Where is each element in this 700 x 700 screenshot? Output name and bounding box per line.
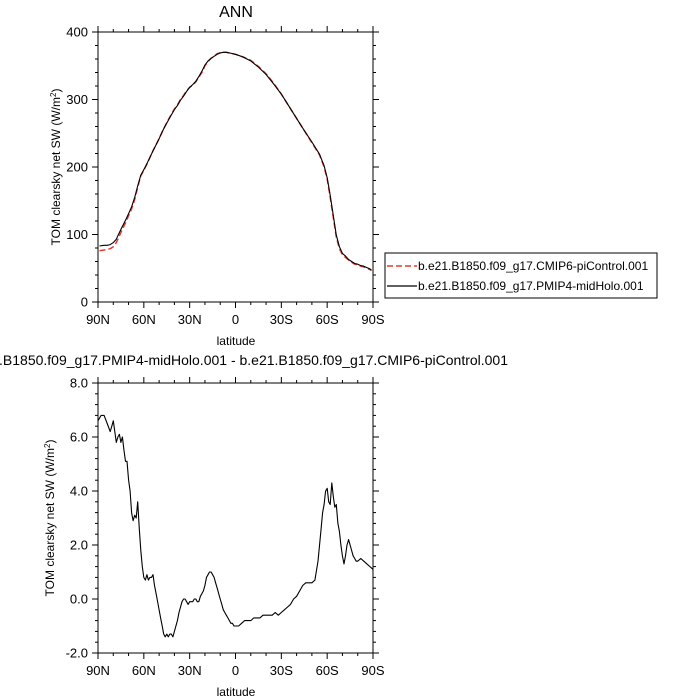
legend-label-midholo: b.e21.B1850.f09_g17.PMIP4-midHolo.001 (418, 279, 644, 293)
chart-top-series-line-0 (99, 51, 372, 271)
chart-bottom-ytick-label: 4.0 (70, 484, 88, 499)
chart-top-ytick-label: 400 (66, 25, 88, 40)
chart-bottom-frame (97, 382, 374, 654)
chart-bottom-xtick-label: 90N (86, 663, 110, 678)
chart-bottom-xtick-label: 30S (270, 663, 293, 678)
chart-top-xtick-label: 60N (132, 312, 156, 327)
chart-top: ANN 90N 60N 30N 0 30S 60S 90S 0 100 200 300 400 lat… (49, 4, 385, 348)
chart-bottom-ytick-label: -2.0 (66, 646, 88, 661)
chart-bottom-xtick-label: 60N (132, 663, 156, 678)
legend-label-picontrol: b.e21.B1850.f09_g17.CMIP6-piControl.001 (418, 259, 648, 273)
chart-top-xtick-label: 90N (86, 312, 110, 327)
chart-bottom-ytick-label: 2.0 (70, 538, 88, 553)
chart-bottom-ytick-label: 6.0 (70, 430, 88, 445)
chart-top-series-line-1 (99, 51, 372, 271)
chart-top-xtick-label: 0 (232, 312, 239, 327)
legend-box (384, 252, 658, 299)
chart-bottom-axes: 90N 60N 30N 0 30S 60S 90S -2.0 0.0 2.0 4.0 6.0 8.0 (66, 376, 385, 679)
chart-top-ytick-label: 0 (81, 295, 88, 310)
legend: b.e21.B1850.f09_g17.CMIP6-piControl.001 … (384, 252, 658, 299)
chart-top-xtick-label: 60S (316, 312, 339, 327)
chart-bottom-ytick-label: 8.0 (70, 376, 88, 391)
chart-bottom-title: b.e21.B1850.f09_g17.PMIP4-midHolo.001 - … (0, 352, 508, 368)
chart-bottom-ylabel-sup: 2 (43, 443, 52, 448)
chart-bottom-xtick-label: 0 (232, 663, 239, 678)
chart-bottom-ylabel-tail: ) (43, 440, 57, 444)
chart-top-ylabel-main: TOM clearsky net SW (W/m (49, 97, 63, 245)
chart-bottom-xtick-label: 30N (178, 663, 202, 678)
chart-top-frame (97, 31, 374, 303)
chart-top-ylabel: TOM clearsky net SW (W/m2) (49, 89, 64, 246)
chart-bottom-xtick-label: 90S (361, 663, 384, 678)
chart-bottom: b.e21.B1850.f09_g17.PMIP4-midHolo.001 - … (0, 352, 508, 699)
chart-top-axes: 90N 60N 30N 0 30S 60S 90S 0 100 200 300 400 (66, 25, 385, 328)
chart-top-ytick-label: 200 (66, 160, 88, 175)
chart-top-ylabel-tail: ) (49, 89, 63, 93)
chart-top-ylabel-sup: 2 (49, 92, 58, 97)
chart-bottom-plot-area (97, 414, 374, 638)
chart-bottom-ylabel-main: TOM clearsky net SW (W/m (43, 448, 57, 596)
chart-top-ytick-label: 300 (66, 92, 88, 107)
chart-top-xtick-label: 90S (361, 312, 384, 327)
chart-top-xlabel: latitude (217, 334, 256, 348)
chart-top-plot-area (99, 51, 372, 271)
chart-top-title: ANN (219, 4, 253, 21)
chart-bottom-series-line-0 (97, 414, 374, 638)
chart-bottom-xlabel: latitude (217, 685, 256, 699)
chart-bottom-ylabel: TOM clearsky net SW (W/m2) (43, 440, 58, 597)
chart-top-xtick-label: 30S (270, 312, 293, 327)
chart-top-ytick-label: 100 (66, 227, 88, 242)
chart-bottom-ytick-label: 0.0 (70, 592, 88, 607)
chart-bottom-xtick-label: 60S (316, 663, 339, 678)
chart-top-xtick-label: 30N (178, 312, 202, 327)
